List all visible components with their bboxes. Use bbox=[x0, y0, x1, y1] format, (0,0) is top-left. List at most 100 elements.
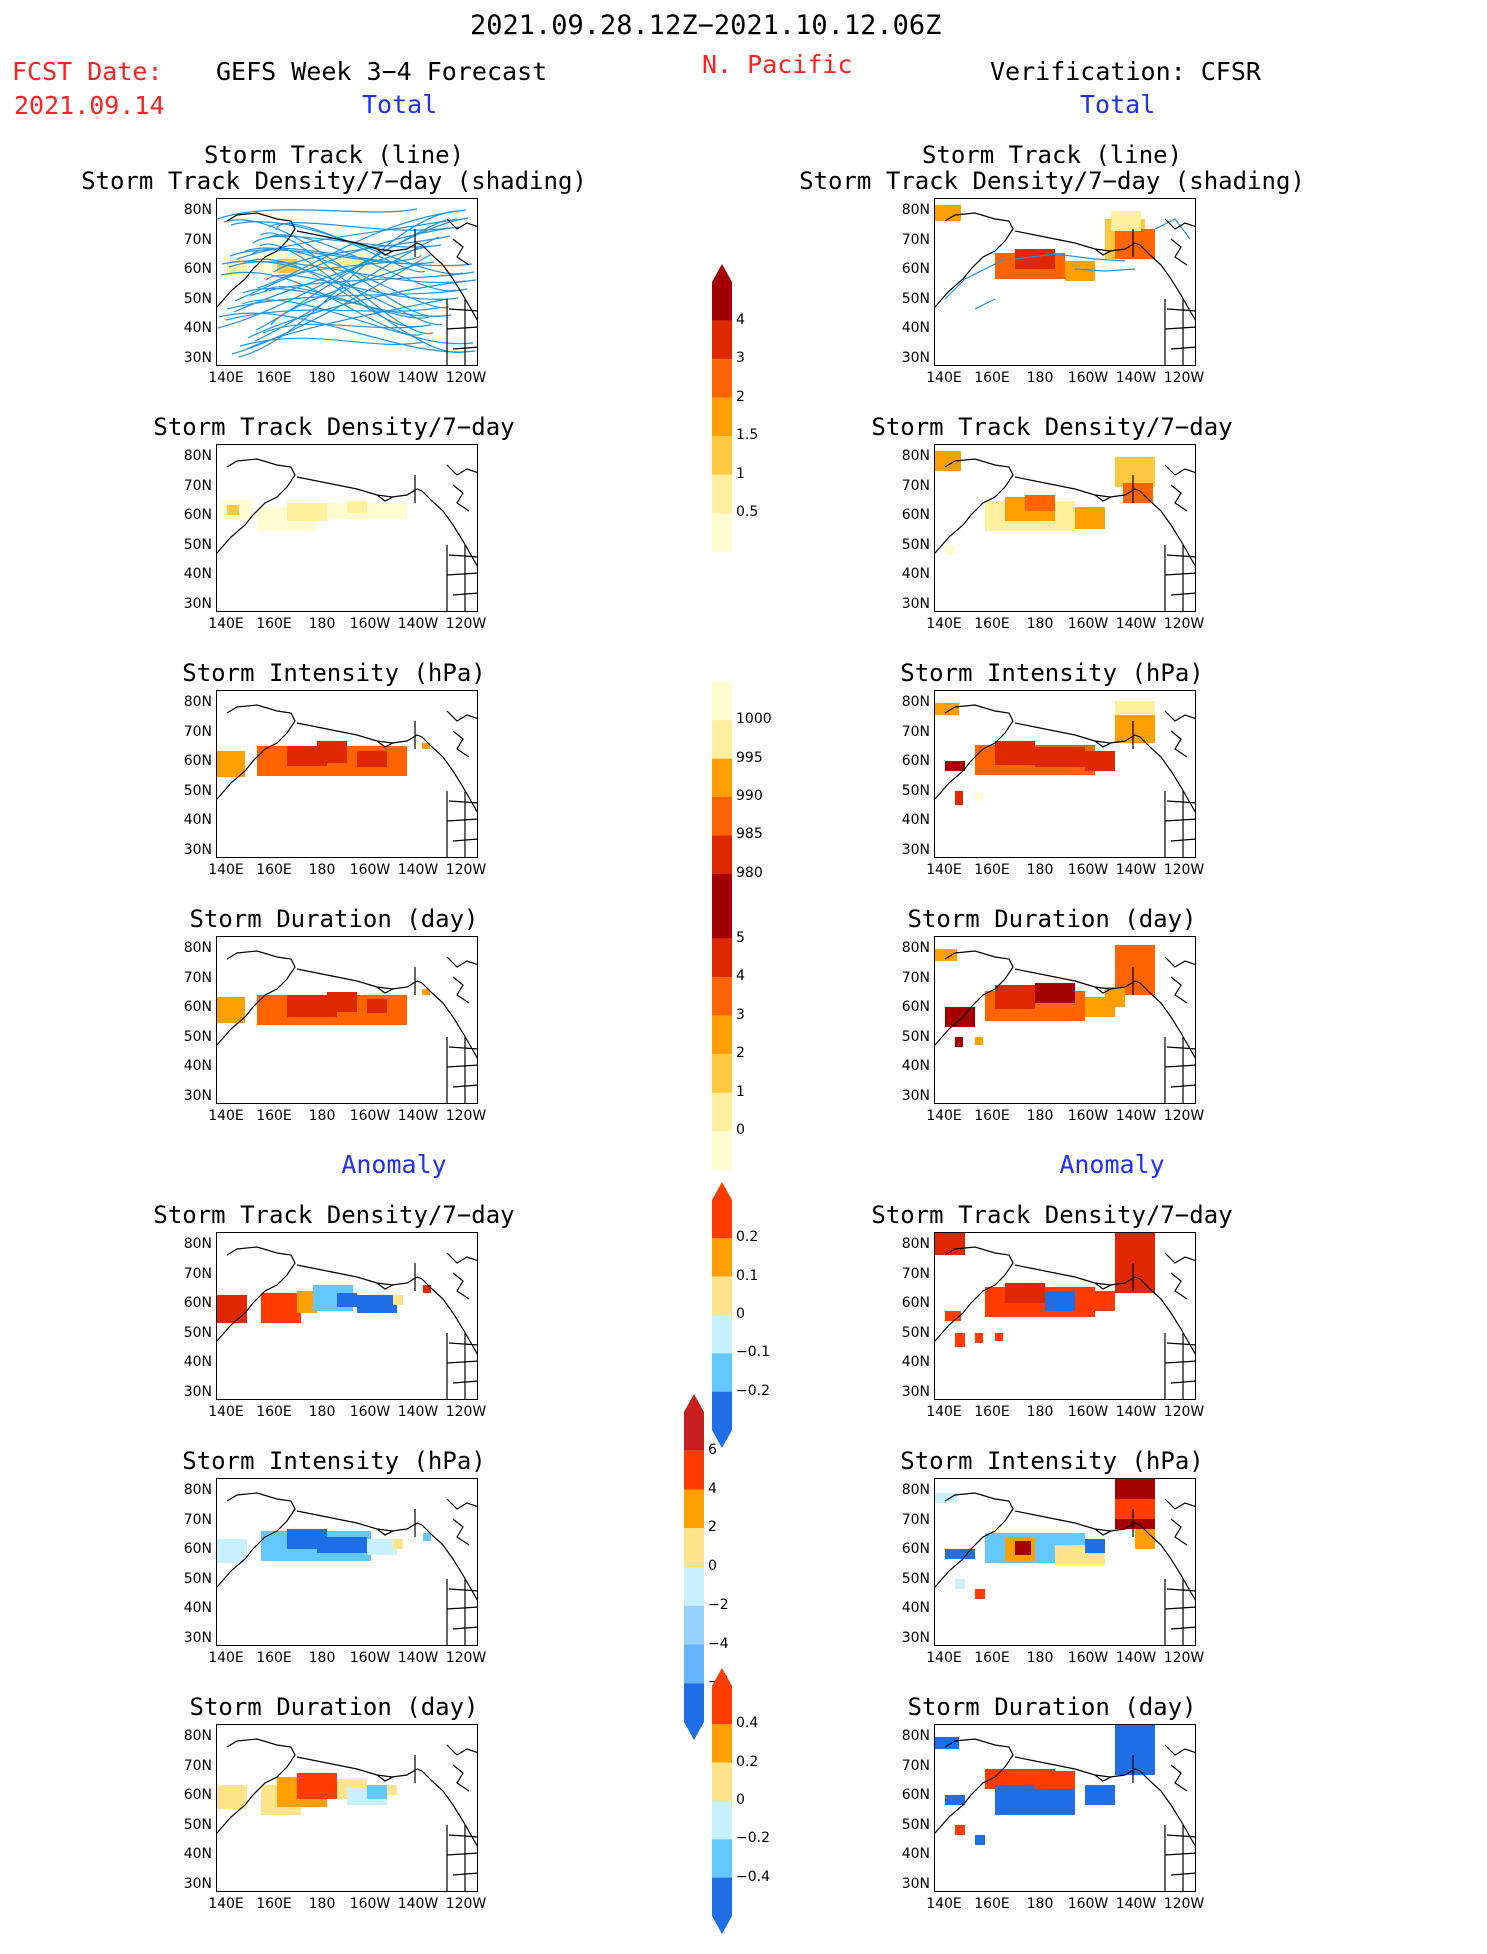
shade-cell bbox=[393, 1539, 403, 1549]
coastline bbox=[217, 458, 477, 611]
x-tick-label: 140W bbox=[397, 1650, 439, 1666]
colorbar-duration_total: 5 4 3 2 1 0 bbox=[712, 880, 792, 1190]
colorbar-swatch bbox=[712, 1315, 732, 1354]
shade-cell bbox=[217, 997, 245, 1023]
shade-cell bbox=[327, 992, 357, 1012]
x-tick-label: 120W bbox=[1163, 616, 1205, 632]
x-tick-label: 160E bbox=[974, 1896, 1010, 1912]
map-frame bbox=[934, 1232, 1196, 1400]
x-tick-label: 140W bbox=[1115, 862, 1157, 878]
shade-cell bbox=[1105, 987, 1125, 1007]
colorbar-label: 0.2 bbox=[736, 1229, 759, 1246]
y-tick-label: 30N bbox=[183, 841, 212, 858]
shade-cell bbox=[1035, 747, 1085, 767]
x-tick-label: 140W bbox=[397, 862, 439, 878]
shade-cell bbox=[975, 1589, 985, 1599]
shade-cell bbox=[337, 1293, 357, 1307]
y-tick-label: 40N bbox=[901, 566, 930, 582]
shade-cell bbox=[1123, 483, 1153, 503]
y-tick-label: 70N bbox=[183, 969, 212, 986]
shade-cell bbox=[357, 751, 387, 767]
y-tick-label: 50N bbox=[183, 1324, 212, 1341]
panel-title: Storm Duration (day) bbox=[189, 905, 479, 933]
shade-cell bbox=[347, 501, 367, 513]
shade-cell bbox=[935, 205, 961, 221]
y-tick-label: 60N bbox=[183, 753, 212, 769]
map-plot bbox=[935, 945, 1195, 1103]
x-tick-label: 140W bbox=[397, 616, 439, 632]
shade-cell bbox=[1065, 261, 1095, 281]
y-tick-label: 70N bbox=[901, 723, 930, 740]
storm-track-line bbox=[236, 218, 458, 260]
date-range-title: 2021.09.28.12Z−2021.10.12.06Z bbox=[470, 10, 942, 41]
map-frame bbox=[216, 1232, 478, 1400]
map-plot bbox=[217, 950, 477, 1103]
colorbar-label: −0.4 bbox=[736, 1868, 770, 1885]
colorbar-swatch bbox=[712, 513, 732, 552]
y-tick-label: 80N bbox=[901, 448, 930, 464]
shade-cell bbox=[1115, 945, 1155, 995]
storm-track-line bbox=[944, 258, 1006, 300]
shade-cell bbox=[945, 1549, 975, 1559]
coastline bbox=[217, 1738, 477, 1891]
y-tick-label: 70N bbox=[901, 1511, 930, 1528]
x-tick-label: 120W bbox=[445, 1108, 487, 1124]
shade-cell bbox=[945, 1007, 975, 1027]
y-tick-label: 40N bbox=[183, 320, 212, 336]
vf-track-panel: Storm Track (line) Storm Track Density/7−… bbox=[799, 142, 1305, 428]
fc-density-panel: Storm Track Density/7−day 80N 70N 60N 50N 40N… bbox=[153, 414, 514, 674]
map-plot bbox=[935, 1479, 1195, 1645]
map-plot bbox=[217, 1246, 477, 1399]
x-tick-label: 160W bbox=[349, 862, 391, 878]
colorbar-label: 0 bbox=[736, 1792, 745, 1808]
storm-track-line bbox=[1074, 268, 1136, 272]
x-tick-label: 180 bbox=[308, 1404, 336, 1420]
x-tick-label: 180 bbox=[1026, 1650, 1054, 1666]
verification-title: Verification: CFSR bbox=[990, 57, 1261, 86]
y-tick-label: 80N bbox=[183, 448, 212, 464]
storm-track-line bbox=[272, 254, 422, 284]
shade-cell bbox=[367, 999, 387, 1013]
shade-cell bbox=[217, 1785, 247, 1809]
y-tick-label: 30N bbox=[901, 1087, 930, 1104]
shade-cell bbox=[975, 1835, 985, 1845]
colorbar-label: −4 bbox=[708, 1635, 729, 1652]
x-tick-label: 160W bbox=[349, 1108, 391, 1124]
vf-intensity-panel: Storm Intensity (hPa) 80N 70N 60N 50N 40N 30N 1… bbox=[892, 660, 1212, 920]
y-tick-label: 30N bbox=[183, 1383, 212, 1400]
colorbar-label: 0 bbox=[736, 1122, 745, 1139]
x-tick-label: 120W bbox=[445, 1896, 487, 1912]
fcst-date-value: 2021.09.14 bbox=[14, 91, 165, 120]
shade-cell bbox=[217, 1295, 247, 1323]
shade-cell bbox=[1085, 1785, 1115, 1805]
storm-track-line bbox=[259, 243, 465, 353]
x-tick-label: 120W bbox=[445, 1404, 487, 1420]
storm-track-line bbox=[244, 247, 450, 309]
colorbar-swatch bbox=[712, 977, 732, 1016]
y-tick-label: 40N bbox=[183, 566, 212, 582]
colorbar-label: 4 bbox=[708, 1480, 717, 1497]
y-tick-label: 30N bbox=[901, 1383, 930, 1400]
colorbar-swatch bbox=[712, 1276, 732, 1315]
coastline bbox=[217, 1492, 477, 1645]
colorbar-label: −0.2 bbox=[736, 1382, 770, 1399]
shade-cell bbox=[955, 1825, 965, 1835]
map-plot bbox=[935, 451, 1195, 611]
x-tick-label: 140E bbox=[208, 862, 244, 878]
shade-cell bbox=[297, 1773, 337, 1799]
y-tick-label: 30N bbox=[901, 1875, 930, 1892]
storm-track-line bbox=[260, 232, 434, 334]
y-tick-label: 60N bbox=[183, 1295, 212, 1311]
y-tick-label: 50N bbox=[901, 536, 930, 553]
colorbar-swatch bbox=[684, 1683, 704, 1740]
y-tick-label: 80N bbox=[901, 1728, 930, 1744]
x-tick-label: 160E bbox=[974, 1404, 1010, 1420]
x-tick-label: 140E bbox=[208, 370, 244, 386]
y-tick-label: 70N bbox=[183, 1757, 212, 1774]
storm-track-line bbox=[264, 286, 430, 319]
y-tick-label: 50N bbox=[901, 1570, 930, 1587]
y-tick-label: 60N bbox=[901, 753, 930, 769]
shade-cell bbox=[1115, 1499, 1155, 1519]
x-tick-label: 140W bbox=[1115, 1108, 1157, 1124]
colorbar-swatch bbox=[712, 797, 732, 836]
